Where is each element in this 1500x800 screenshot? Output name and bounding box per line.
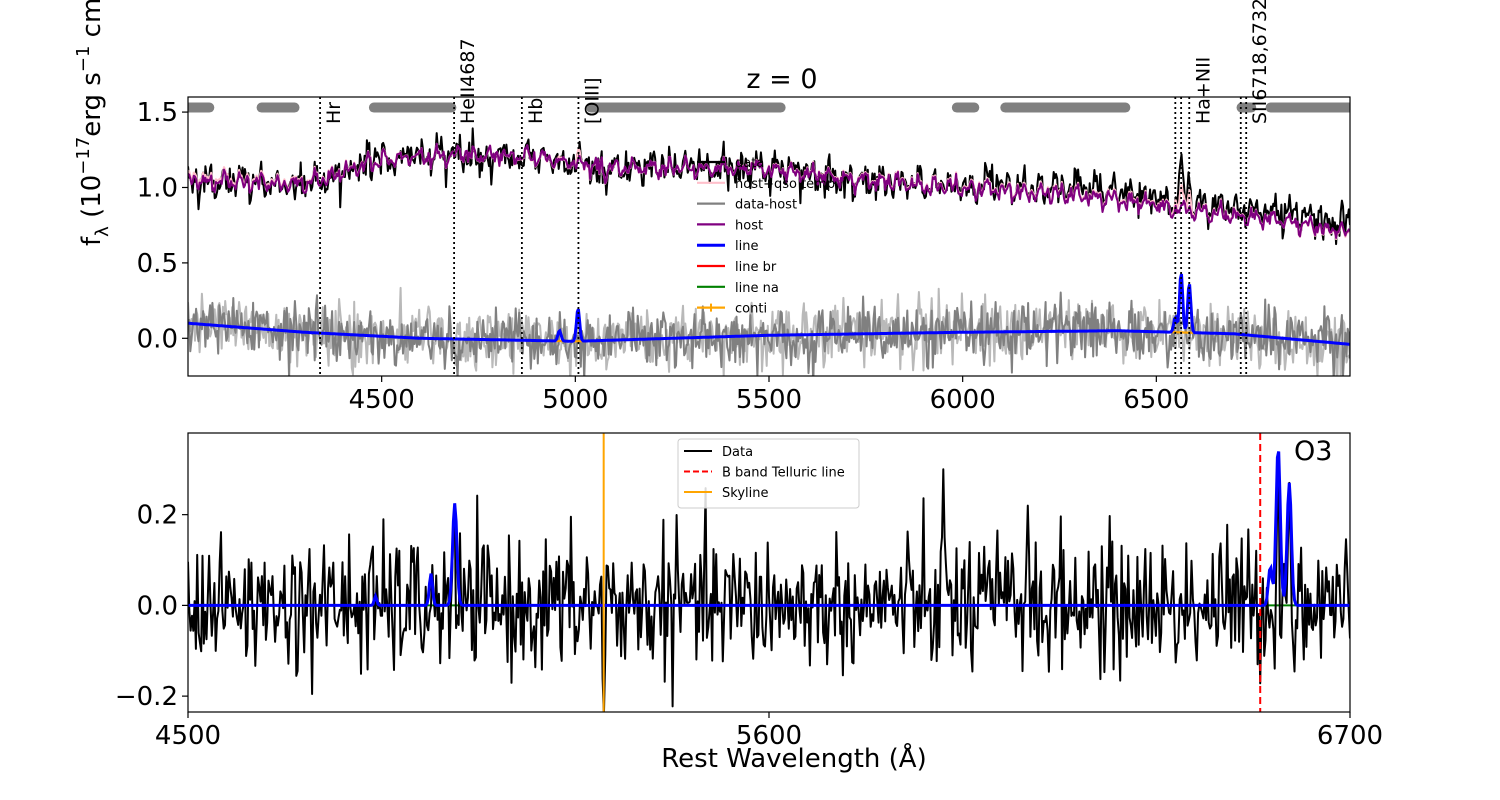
emission-line-label-5: SII6718,6732 <box>1249 0 1271 124</box>
legend-label-7: conti <box>735 302 767 317</box>
bottom-legend: Data B band Telluric line Skyline <box>677 438 860 509</box>
legend-label-1: host+qso temp <box>735 177 835 192</box>
top-y-tick-label-0: 0.0 <box>137 324 178 354</box>
series-line <box>188 273 1350 346</box>
bottom-y-tick-label-0: 0.2 <box>137 501 178 531</box>
emission-line-markers: Hr HeII4687 Hb [OIII] Ha+NII SII6718,6732 <box>319 0 1271 376</box>
legend-label-3: host <box>735 218 763 233</box>
top-x-tick-label-1: 5000 <box>542 385 608 415</box>
bottom-x-axis-ticks: 4500 5600 6700 <box>155 712 1383 751</box>
bottom-series-data <box>188 468 1350 712</box>
top-y-tick-label-3: 1.5 <box>137 98 178 128</box>
top-y-axis-ticks: 0.0 0.5 1.0 1.5 <box>137 98 188 354</box>
top-y-axis-label: fλ (10−17erg s−1 cm <box>73 0 113 246</box>
legend-label-0: data <box>735 156 764 171</box>
bottom-x-tick-label-0: 4500 <box>155 721 221 751</box>
bottom-legend-label-1: B band Telluric line <box>722 466 845 481</box>
top-x-tick-label-2: 5500 <box>736 385 802 415</box>
series-host <box>188 142 1350 239</box>
legend-label-4: line <box>735 239 758 254</box>
legend-label-5: line br <box>735 260 777 275</box>
o3-annotation: O3 <box>1294 436 1332 467</box>
top-y-tick-label-2: 1.0 <box>137 173 178 203</box>
bottom-x-tick-label-1: 5600 <box>736 721 802 751</box>
legend-label-2: data-host <box>735 198 797 213</box>
legend-label-6: line na <box>735 281 779 296</box>
chart-title: z = 0 <box>746 64 817 95</box>
bottom-y-tick-label-1: 0.0 <box>137 591 178 621</box>
top-x-tick-label-0: 4500 <box>349 385 415 415</box>
bottom-zoom-panel: 4500 5600 6700 0.2 0.0 −0.2 O3 Rest Waveleng… <box>115 432 1383 774</box>
bottom-y-tick-label-2: −0.2 <box>115 682 178 712</box>
emission-line-label-1: HeII4687 <box>457 38 479 124</box>
top-y-tick-label-1: 0.5 <box>137 249 178 279</box>
top-legend: data host+qso temp data-host host line line b… <box>697 156 835 317</box>
top-x-tick-label-3: 6000 <box>930 385 996 415</box>
bottom-y-axis-ticks: 0.2 0.0 −0.2 <box>115 501 188 712</box>
bottom-x-tick-label-2: 6700 <box>1317 721 1383 751</box>
emission-line-label-4: Ha+NII <box>1192 57 1214 124</box>
series-data-host <box>188 291 1350 376</box>
emission-line-label-0: Hr <box>323 102 345 124</box>
bottom-legend-label-2: Skyline <box>722 486 768 501</box>
top-x-axis-ticks: 4500 5000 5500 6000 6500 <box>349 376 1189 415</box>
x-axis-label: Rest Wavelength (Å) <box>661 742 926 774</box>
emission-line-label-3: [OIII] <box>581 77 603 124</box>
top-spectrum-panel: Hr HeII4687 Hb [OIII] Ha+NII SII6718,6732 450… <box>73 0 1351 415</box>
bottom-series-line-fit <box>188 451 1350 607</box>
bottom-legend-label-0: Data <box>722 445 753 460</box>
bottom-legend-box <box>677 438 860 509</box>
top-x-tick-label-4: 6500 <box>1123 385 1189 415</box>
top-series-group <box>188 127 1350 376</box>
bottom-series-group <box>188 433 1350 712</box>
emission-line-label-2: Hb <box>525 98 547 124</box>
